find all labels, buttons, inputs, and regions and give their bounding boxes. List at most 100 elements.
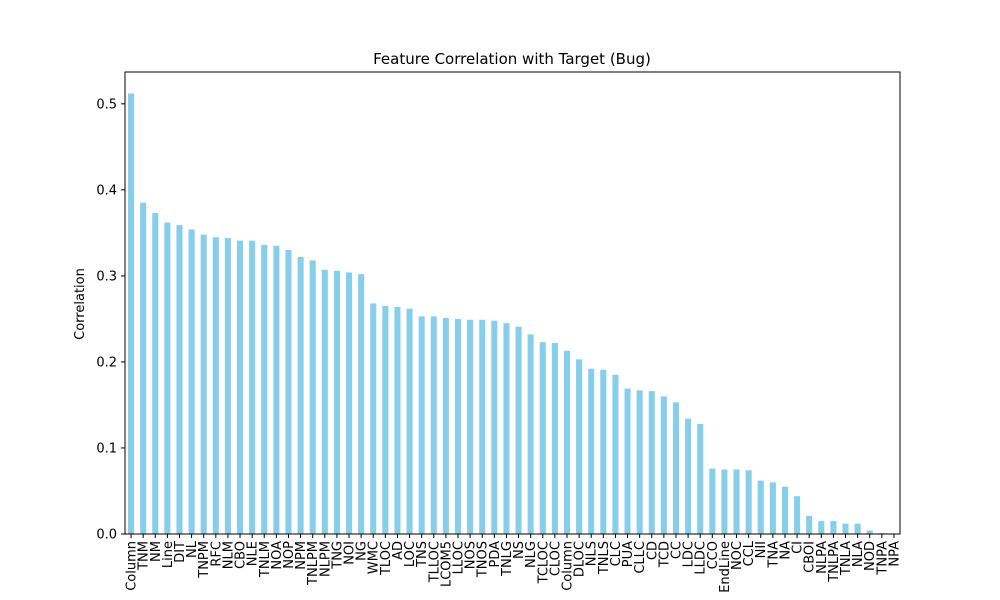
bar-28 [467, 319, 474, 534]
y-tick-label: 0.1 [96, 441, 117, 456]
x-tick-label: NPM [294, 541, 309, 570]
y-ticks-group: 0.0 0.1 0.2 0.3 0.4 0.5 [96, 97, 125, 543]
x-tick-label: NOA [270, 541, 285, 570]
bar-55 [794, 496, 801, 534]
bar-2 [152, 213, 159, 534]
bar-47 [697, 423, 704, 534]
x-tick-label: TCD [657, 541, 672, 568]
bar-11 [261, 244, 268, 534]
bar-34 [539, 342, 546, 534]
x-tick-label: TNA [766, 541, 781, 569]
bar-35 [551, 343, 558, 534]
bar-60 [854, 523, 861, 534]
bar-41 [624, 388, 631, 534]
x-tick-label: TNLPA [827, 541, 842, 583]
bar-30 [491, 320, 498, 534]
x-tick-label: LLOC [452, 541, 467, 574]
bar-1 [140, 202, 147, 534]
bar-23 [406, 308, 413, 534]
bar-15 [309, 260, 316, 534]
x-tick-label: Line [161, 541, 176, 568]
y-axis-label: Correlation [73, 268, 88, 340]
x-tick-label: CLC [609, 541, 624, 566]
bar-27 [454, 318, 462, 534]
x-tick-label: CI [791, 541, 806, 554]
bar-39 [600, 369, 607, 534]
bar-42 [636, 390, 643, 534]
x-tick-label: WMC [367, 541, 382, 574]
x-tick-label: AD [391, 541, 406, 560]
x-tick-label: RFC [209, 541, 224, 567]
x-tick-label: NM [149, 541, 164, 562]
x-tick-label: Column [560, 541, 575, 591]
bar-8 [224, 238, 231, 535]
x-tick-label: TLOC [379, 541, 394, 576]
bar-18 [346, 272, 353, 534]
x-tick-label: TNLG [500, 541, 515, 577]
x-tick-label: TNOS [476, 541, 491, 578]
bar-45 [672, 402, 679, 534]
bar-38 [588, 368, 595, 534]
bar-31 [503, 323, 510, 534]
x-tick-label: TNS [415, 541, 430, 568]
y-tick-label: 0.5 [96, 97, 117, 112]
bar-58 [830, 521, 837, 534]
bar-17 [333, 270, 340, 534]
y-tick-label: 0.3 [96, 269, 117, 284]
bar-49 [721, 469, 728, 534]
x-tick-label: EndLine [718, 541, 733, 593]
y-tick-label: 0.0 [96, 528, 117, 543]
x-tick-label: TCLOC [536, 541, 551, 584]
bar-46 [685, 418, 692, 534]
bar-52 [757, 480, 764, 534]
bar-44 [660, 396, 667, 534]
bar-3 [164, 222, 171, 534]
x-tick-label: NII [754, 541, 769, 558]
bar-24 [418, 316, 425, 534]
x-tick-label: TNPA [875, 541, 890, 576]
bar-14 [297, 256, 304, 534]
x-tick-label: NL [185, 540, 200, 558]
x-tick-label: TLLOC [427, 541, 442, 583]
x-tick-label: NLE [246, 541, 261, 566]
x-tick-label: CD [645, 541, 660, 560]
x-tick-label: CCO [706, 541, 721, 569]
bar-22 [394, 306, 401, 534]
x-tick-label: NOI [343, 541, 358, 565]
x-tick-label: CCL [742, 540, 757, 566]
bar-51 [745, 470, 752, 534]
bar-56 [806, 515, 813, 534]
x-tick-label: TNLA [839, 541, 854, 576]
x-tick-label: CBO [234, 541, 249, 569]
bar-6 [200, 234, 207, 534]
bar-57 [818, 521, 825, 534]
x-tick-label: PDA [488, 541, 503, 568]
x-tick-label: NLS [585, 541, 600, 566]
bars-group [128, 93, 885, 535]
chart-title: Feature Correlation with Target (Bug) [373, 50, 651, 68]
x-tick-label: LCOM5 [439, 541, 454, 587]
bar-10 [249, 240, 256, 534]
bar-40 [612, 374, 619, 534]
x-tick-label: PUA [621, 541, 636, 567]
bar-26 [442, 318, 449, 534]
bar-7 [212, 237, 219, 534]
bar-50 [733, 469, 740, 534]
x-tick-label: NLPA [815, 541, 830, 574]
x-tick-label: NOS [464, 541, 479, 569]
bar-59 [842, 523, 849, 534]
bar-9 [237, 240, 244, 534]
x-tick-label: LDC [682, 541, 697, 567]
x-tick-label: CLOC [548, 541, 563, 576]
bar-54 [781, 486, 788, 534]
bar-12 [273, 245, 280, 535]
x-tick-label: TNM [137, 541, 152, 571]
x-tick-label: NLG [524, 541, 539, 568]
x-tick-label: TNLPM [306, 541, 321, 586]
x-tick-label: CBOI [803, 541, 818, 573]
bar-25 [430, 316, 437, 534]
x-tick-label: TNG [330, 541, 345, 570]
x-tick-label: TNPM [197, 541, 212, 579]
x-tick-label: NOP [282, 541, 297, 569]
